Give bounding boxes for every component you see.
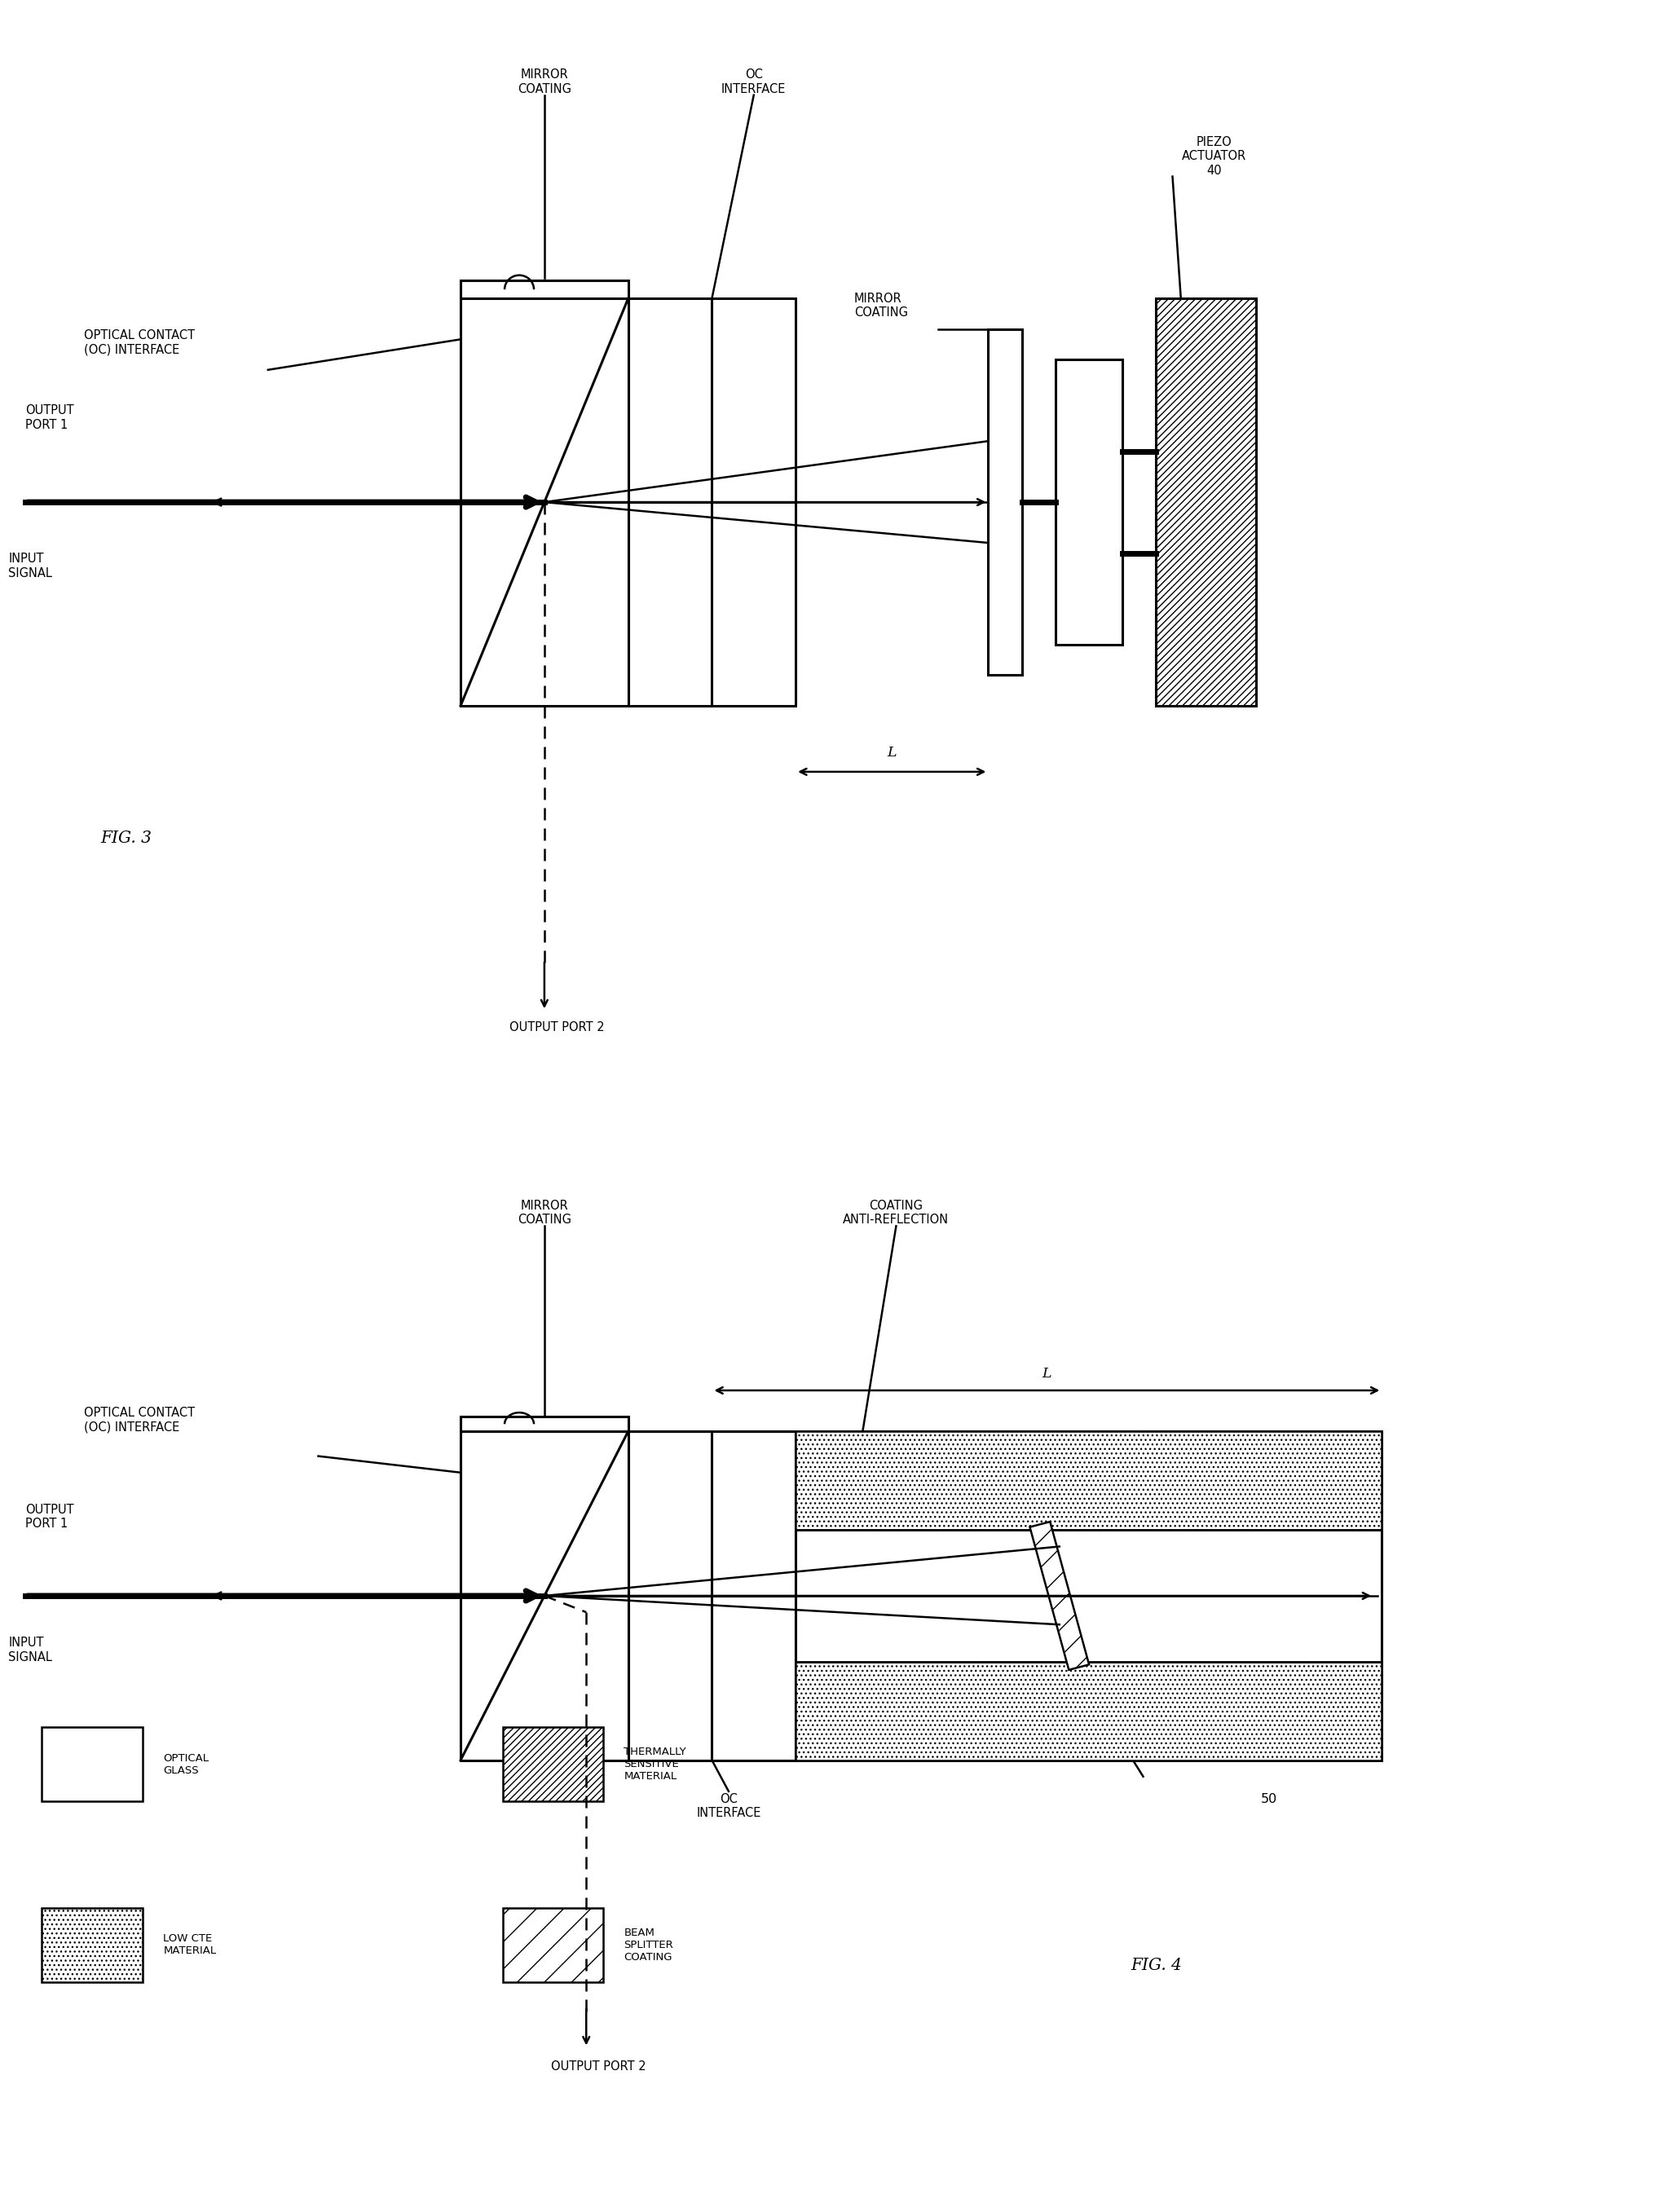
Bar [461, 281, 628, 299]
Text: PIEZO
ACTUATOR
40: PIEZO ACTUATOR 40 [1183, 135, 1246, 177]
Bar [461, 1416, 628, 1431]
Text: OUTPUT PORT 2: OUTPUT PORT 2 [551, 2059, 647, 2073]
Text: 50: 50 [1261, 1794, 1276, 1805]
Text: OUTPUT
PORT 1: OUTPUT PORT 1 [25, 405, 74, 431]
Text: FIG. 3: FIG. 3 [100, 830, 152, 845]
Bar [988, 330, 1022, 675]
Text: L: L [1042, 1367, 1052, 1380]
Bar [502, 1909, 603, 1982]
Text: THERMALLY
SENSITIVE
MATERIAL: THERMALLY SENSITIVE MATERIAL [625, 1747, 687, 1781]
Bar [42, 1728, 142, 1801]
Text: MIRROR
COATING: MIRROR COATING [518, 69, 571, 95]
Bar [796, 1431, 1382, 1531]
Text: LOW CTE
MATERIAL: LOW CTE MATERIAL [164, 1933, 216, 1955]
Text: OC
INTERFACE: OC INTERFACE [697, 1794, 760, 1820]
Bar [461, 1431, 628, 1761]
Text: MIRROR
COATING: MIRROR COATING [518, 1199, 571, 1225]
Text: MIRROR
COATING: MIRROR COATING [854, 292, 908, 319]
Text: BEAM
SPLITTER
COATING: BEAM SPLITTER COATING [625, 1927, 673, 1962]
Bar [628, 1431, 796, 1761]
Bar [628, 299, 796, 706]
Text: INPUT
SIGNAL: INPUT SIGNAL [8, 1637, 52, 1663]
Text: COATING
ANTI-REFLECTION: COATING ANTI-REFLECTION [843, 1199, 950, 1225]
Bar [1055, 361, 1122, 644]
Bar [502, 1728, 603, 1801]
Text: L: L [888, 745, 896, 759]
Bar [796, 1431, 1382, 1761]
Bar [42, 1909, 142, 1982]
Text: INPUT
SIGNAL: INPUT SIGNAL [8, 553, 52, 580]
Text: OPTICAL
GLASS: OPTICAL GLASS [164, 1752, 209, 1776]
Bar [796, 1661, 1382, 1761]
Bar [461, 299, 628, 706]
Text: OUTPUT
PORT 1: OUTPUT PORT 1 [25, 1504, 74, 1531]
Text: OPTICAL CONTACT
(OC) INTERFACE: OPTICAL CONTACT (OC) INTERFACE [84, 330, 194, 356]
Text: OPTICAL CONTACT
(OC) INTERFACE: OPTICAL CONTACT (OC) INTERFACE [84, 1407, 194, 1433]
Bar [1156, 299, 1256, 706]
Text: FIG. 4: FIG. 4 [1131, 1958, 1183, 1973]
Polygon shape [1030, 1522, 1089, 1670]
Text: OC
INTERFACE: OC INTERFACE [722, 69, 786, 95]
Text: OUTPUT PORT 2: OUTPUT PORT 2 [509, 1022, 605, 1033]
